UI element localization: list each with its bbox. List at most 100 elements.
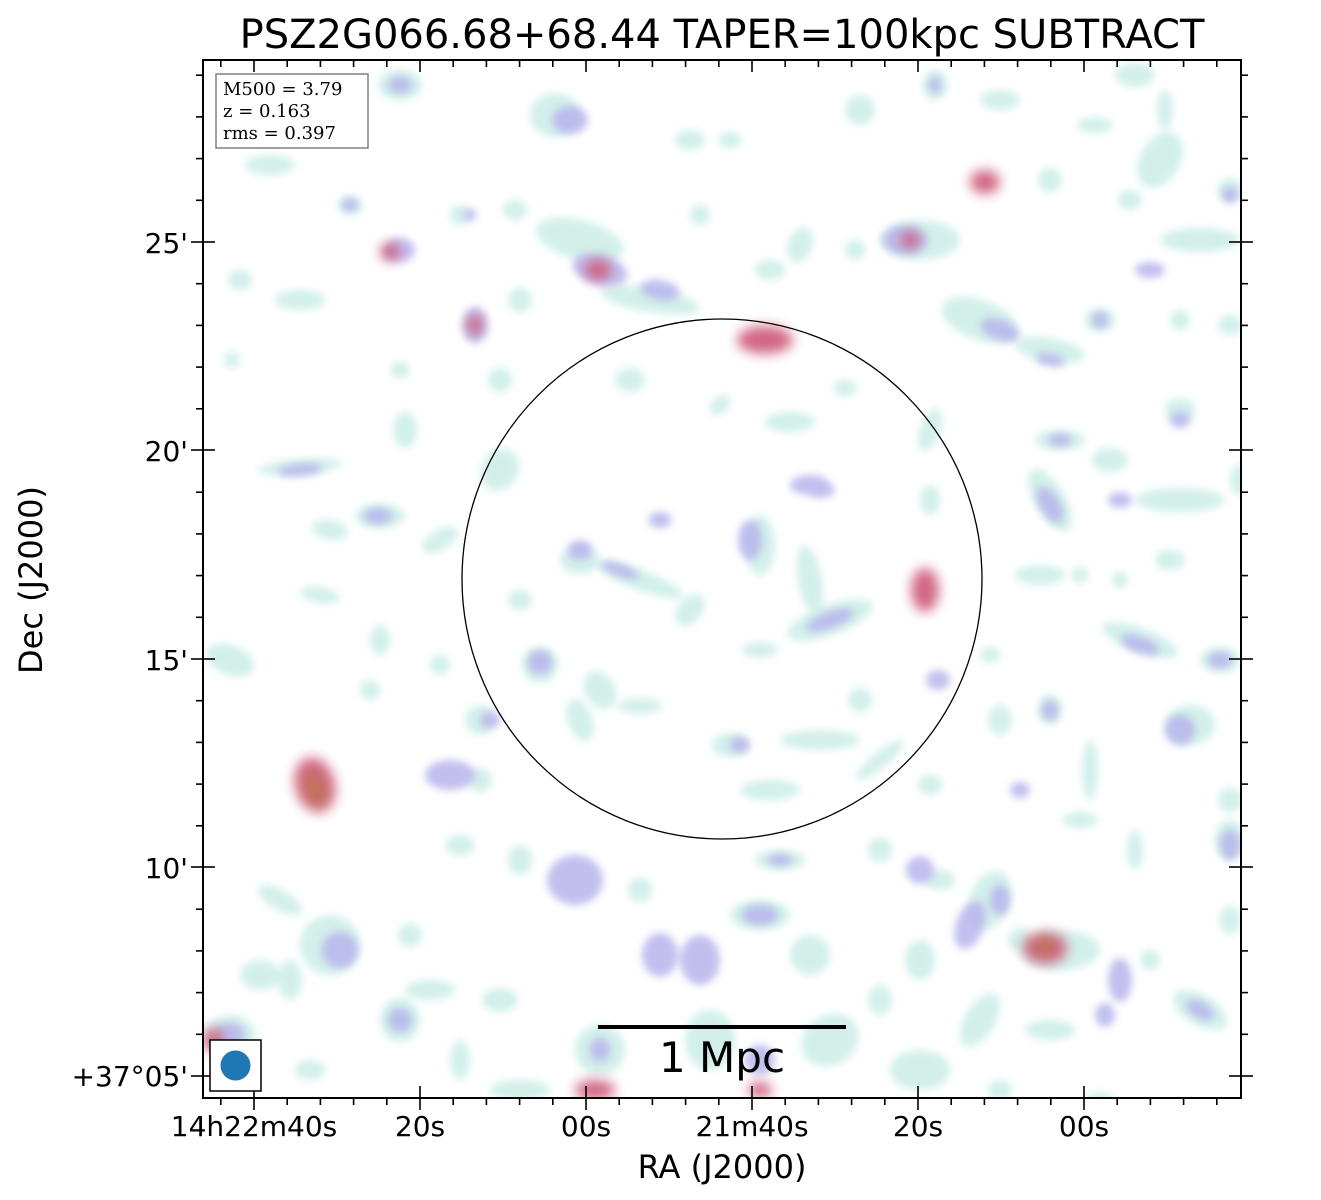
emission-moderate xyxy=(480,712,500,728)
emission-faint xyxy=(1118,190,1142,210)
emission-mid-layer xyxy=(215,77,1240,1075)
emission-moderate xyxy=(1036,486,1064,524)
emission-faint xyxy=(1155,550,1185,570)
emission-faint xyxy=(503,200,527,220)
emission-faint xyxy=(1112,572,1128,588)
emission-faint xyxy=(765,412,815,432)
emission-faint xyxy=(508,845,532,875)
axis-ticks xyxy=(191,60,1253,1110)
emission-faint xyxy=(430,655,450,675)
emission-bright xyxy=(380,243,400,261)
emission-faint xyxy=(295,1060,325,1080)
emission-moderate xyxy=(954,901,986,949)
emission-faint xyxy=(508,590,532,610)
x-tick-labels: 14h22m40s 20s 00s 21m40s 20s 00s xyxy=(171,1110,1109,1143)
scale-bar: 1 Mpc xyxy=(598,1025,846,1082)
emission-faint xyxy=(257,884,303,916)
emission-moderate xyxy=(680,935,720,985)
y-tick-label: 15' xyxy=(145,644,188,677)
emission-faint xyxy=(450,1040,470,1080)
emission-moderate xyxy=(547,855,603,905)
emission-faint xyxy=(1038,168,1062,192)
beam-marker xyxy=(209,1039,262,1092)
x-tick-label: 14h22m40s xyxy=(171,1110,338,1143)
emission-moderate xyxy=(528,650,552,674)
emission-moderate xyxy=(805,482,835,498)
emission-faint xyxy=(240,960,280,990)
emission-faint xyxy=(755,260,785,280)
emission-moderate xyxy=(1208,652,1232,668)
emission-faint xyxy=(508,288,532,312)
x-tick-label: 20s xyxy=(893,1110,943,1143)
emission-moderate xyxy=(648,512,672,528)
emission-moderate xyxy=(388,77,412,93)
emission-moderate xyxy=(642,933,678,977)
y-tick-label: 25' xyxy=(145,227,188,260)
emission-bright xyxy=(737,326,793,354)
emission-moderate xyxy=(929,77,941,93)
emission-moderate xyxy=(1035,353,1065,367)
emission-faint xyxy=(848,688,872,712)
emission-faint xyxy=(868,838,892,862)
emission-faint xyxy=(224,352,240,368)
emission-bright xyxy=(900,232,920,248)
emission-moderate xyxy=(590,1038,610,1062)
emission-moderate xyxy=(990,885,1010,915)
emission-moderate xyxy=(1220,830,1240,860)
emission-moderate xyxy=(342,199,358,211)
emission-moderate xyxy=(278,463,322,477)
emission-faint xyxy=(1218,315,1241,335)
emission-moderate xyxy=(1170,412,1190,428)
emission-faint xyxy=(796,545,824,615)
emission-faint xyxy=(1072,567,1088,583)
info-rms: rms = 0.397 xyxy=(223,123,336,144)
emission-faint xyxy=(615,368,645,392)
emission-faint xyxy=(917,409,943,451)
emission-faint xyxy=(583,671,617,709)
emission-faint xyxy=(1135,488,1225,512)
emission-moderate xyxy=(926,670,950,690)
x-tick-label: 21m40s xyxy=(695,1110,808,1143)
emission-faint xyxy=(1077,117,1113,133)
emission-faint xyxy=(421,526,459,554)
emission-moderate xyxy=(906,856,934,884)
y-tick-label: 20' xyxy=(145,435,188,468)
emission-bright xyxy=(302,772,328,808)
scale-bar-label: 1 Mpc xyxy=(659,1033,785,1082)
emission-faint xyxy=(890,1050,950,1090)
emission-faint xyxy=(278,960,302,1000)
x-tick-label: 20s xyxy=(395,1110,445,1143)
emission-faint xyxy=(833,380,857,396)
x-axis-label: RA (J2000) xyxy=(638,1148,807,1186)
emission-faint xyxy=(845,240,865,260)
emission-faint xyxy=(1140,950,1160,970)
emission-faint xyxy=(988,1080,1012,1098)
emission-high-layer xyxy=(203,170,1067,1098)
emission-faint xyxy=(393,412,417,448)
emission-bright xyxy=(575,1080,615,1098)
plot-frame xyxy=(202,59,1242,1099)
emission-moderate xyxy=(601,561,639,579)
emission-moderate xyxy=(730,737,750,753)
r500-circle xyxy=(461,318,983,840)
emission-faint xyxy=(740,780,800,800)
emission-faint xyxy=(1127,830,1143,870)
emission-moderate xyxy=(1108,958,1132,1002)
emission-faint xyxy=(690,205,710,225)
emission-faint xyxy=(856,739,904,781)
emission-moderate xyxy=(364,508,392,524)
emission-faint xyxy=(1062,812,1098,828)
emission-moderate xyxy=(388,1008,412,1032)
emission-faint xyxy=(536,217,624,263)
emission-faint xyxy=(390,362,410,378)
emission-faint xyxy=(312,519,348,541)
emission-faint xyxy=(275,290,325,310)
emission-faint xyxy=(1220,905,1240,935)
emission-faint xyxy=(790,935,830,975)
emission-faint xyxy=(988,705,1012,735)
emission-faint xyxy=(1137,132,1183,188)
emission-faint xyxy=(245,155,295,175)
emission-moderate xyxy=(425,760,475,790)
emission-faint xyxy=(1160,228,1240,252)
emission-faint xyxy=(450,205,470,225)
